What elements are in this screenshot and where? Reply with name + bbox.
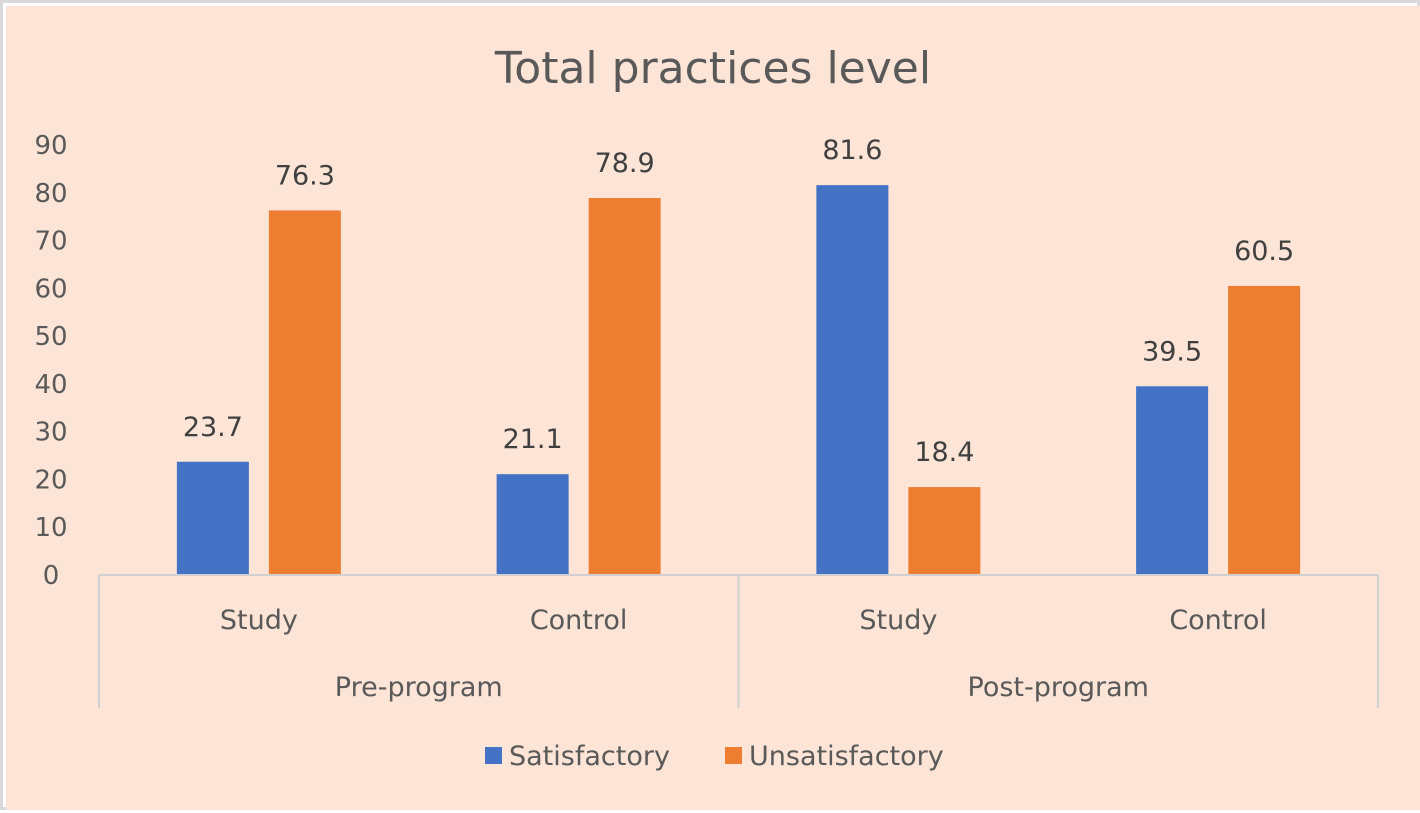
y-tick-label: 60 — [34, 274, 67, 304]
bar-unsatisfactory-2 — [588, 198, 661, 576]
y-tick-label: 50 — [34, 322, 67, 352]
x-category-label: Study — [220, 605, 298, 636]
bar-unsatisfactory-1 — [268, 210, 341, 575]
data-label: 76.3 — [275, 160, 335, 191]
x-category-label: Study — [859, 605, 937, 636]
bar-satisfactory-4 — [1136, 386, 1209, 575]
bar-satisfactory-2 — [496, 474, 569, 575]
data-label: 60.5 — [1234, 236, 1294, 267]
bar-unsatisfactory-3 — [908, 487, 981, 575]
y-tick-label: 20 — [34, 465, 67, 495]
bar-unsatisfactory-4 — [1228, 285, 1301, 575]
y-axis: 0 10 20 30 40 50 60 70 80 90 — [34, 131, 67, 591]
y-tick-label: 80 — [34, 179, 67, 209]
data-label: 81.6 — [822, 135, 882, 166]
bar-chart: Total practices level 0 10 20 30 40 50 60 70 80 9… — [6, 6, 1420, 810]
bars — [176, 185, 1301, 576]
y-tick-label: 40 — [34, 370, 67, 400]
x-axis: Study Control Study Control Pre-program Post-… — [98, 574, 1379, 708]
x-group-label: Post-program — [968, 672, 1150, 703]
legend-label: Satisfactory — [509, 741, 670, 772]
y-tick-label: 90 — [34, 131, 67, 161]
data-label: 18.4 — [914, 437, 974, 468]
chart-title: Total practices level — [494, 43, 931, 94]
x-category-label: Control — [1169, 605, 1267, 636]
y-tick-label: 70 — [34, 227, 67, 257]
data-label: 23.7 — [183, 412, 243, 443]
y-tick-label: 10 — [34, 513, 67, 543]
legend-swatch-satisfactory — [485, 747, 502, 764]
legend-swatch-unsatisfactory — [725, 747, 742, 764]
legend-label: Unsatisfactory — [749, 741, 944, 772]
y-tick-label: 0 — [43, 561, 60, 591]
bar-satisfactory-3 — [816, 185, 889, 575]
data-label: 39.5 — [1142, 336, 1202, 367]
data-labels: 23.7 76.3 21.1 78.9 81.6 18.4 39.5 60.5 — [183, 135, 1294, 468]
legend: Satisfactory Unsatisfactory — [485, 741, 944, 772]
data-label: 21.1 — [503, 424, 563, 455]
x-group-label: Pre-program — [335, 672, 503, 703]
x-category-label: Control — [530, 605, 628, 636]
bar-satisfactory-1 — [176, 461, 249, 575]
y-tick-label: 30 — [34, 418, 67, 448]
data-label: 78.9 — [595, 148, 655, 179]
